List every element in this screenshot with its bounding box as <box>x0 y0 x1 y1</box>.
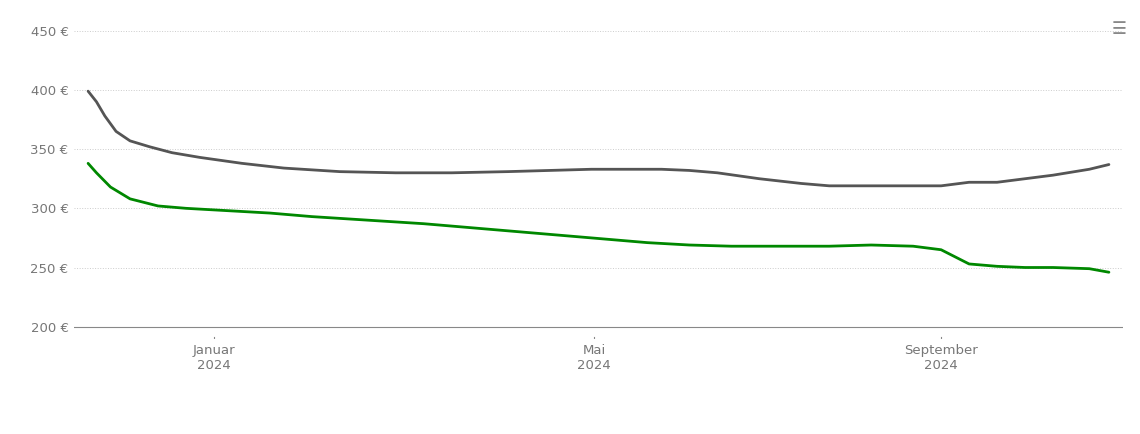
Text: ☰: ☰ <box>1112 20 1126 37</box>
Legend: lose Ware, Sackware: lose Ware, Sackware <box>478 430 719 434</box>
